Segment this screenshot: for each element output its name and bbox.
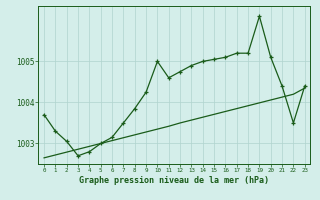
X-axis label: Graphe pression niveau de la mer (hPa): Graphe pression niveau de la mer (hPa) xyxy=(79,176,269,185)
